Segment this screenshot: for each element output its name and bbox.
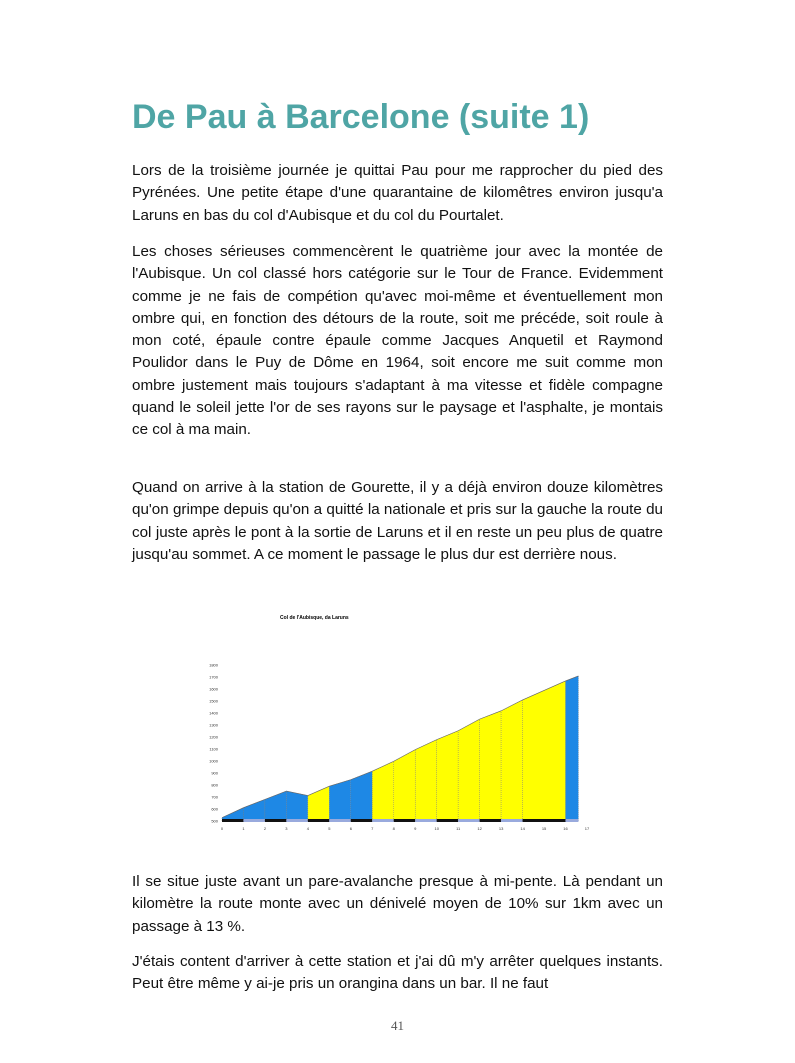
y-tick-label: 1600: [209, 687, 219, 692]
x-tick-label: 0: [221, 826, 224, 831]
x-tick-label: 7: [371, 826, 374, 831]
profile-segment: [415, 739, 437, 822]
profile-segment: [479, 710, 502, 822]
page-title: De Pau à Barcelone (suite 1): [132, 98, 590, 136]
x-tick-label: 9: [414, 826, 417, 831]
km-bar: [307, 819, 330, 822]
x-tick-label: 11: [456, 826, 461, 831]
profile-segment: [329, 779, 352, 822]
km-bar: [501, 819, 523, 822]
km-bar: [565, 819, 579, 822]
y-tick-label: 1300: [209, 723, 219, 728]
km-bar: [243, 819, 265, 822]
x-tick-label: 12: [477, 826, 482, 831]
y-tick-label: 500: [211, 819, 218, 824]
km-bar: [222, 819, 244, 822]
y-tick-label: 1700: [209, 675, 219, 680]
x-tick-label: 1: [242, 826, 245, 831]
y-tick-label: 800: [211, 783, 218, 788]
profile-segment: [243, 799, 266, 822]
km-bar: [393, 819, 416, 822]
profile-segment: [457, 718, 480, 822]
paragraph: Quand on arrive à la station de Gourette…: [132, 479, 663, 563]
y-tick-label: 1400: [209, 711, 219, 716]
x-tick-label: 16: [563, 826, 568, 831]
y-tick-label: 1500: [209, 699, 219, 704]
elevation-profile-chart: Col de l'Aubisque, da Laruns 500 600 700 800…: [209, 615, 590, 831]
y-tick-label: 1000: [209, 759, 219, 764]
profile-segment: [307, 785, 330, 822]
km-bar: [329, 819, 351, 822]
x-tick-label: 6: [350, 826, 353, 831]
paragraph: J'étais content d'arriver à cette statio…: [132, 953, 663, 993]
x-tick-label: 15: [542, 826, 547, 831]
y-tick-label: 1200: [209, 735, 219, 740]
profile-segment: [286, 790, 309, 822]
profile-segment: [372, 760, 394, 822]
km-bar: [350, 819, 373, 822]
x-tick-label: 13: [499, 826, 504, 831]
y-tick-label: 1100: [209, 747, 218, 752]
paragraph: Il se situe juste avant un pare-avalanch…: [132, 873, 663, 935]
profile-segment: [264, 790, 287, 822]
km-bar: [479, 819, 502, 822]
x-tick-label: 14: [520, 826, 525, 831]
km-bar: [436, 819, 459, 822]
chart-title: Col de l'Aubisque, da Laruns: [280, 615, 349, 621]
profile-segment: [522, 680, 566, 822]
profile-segment: [350, 770, 373, 822]
y-tick-label: 1800: [209, 663, 219, 668]
x-tick-label: 17: [585, 826, 590, 831]
y-tick-label: 900: [211, 771, 218, 776]
km-bar: [372, 819, 394, 822]
x-tick-label: 10: [434, 826, 439, 831]
x-tick-label: 4: [307, 826, 310, 831]
x-tick-label: 2: [264, 826, 267, 831]
y-tick-label: 700: [211, 795, 218, 800]
paragraph: Les choses sérieuses commencèrent le qua…: [132, 243, 663, 439]
profile-segment: [500, 699, 523, 822]
profile-segment: [436, 730, 459, 822]
km-bar: [522, 819, 566, 822]
x-tick-label: 5: [328, 826, 331, 831]
profile-segment: [221, 807, 244, 822]
x-tick-label: 3: [285, 826, 288, 831]
profile-segment: [393, 749, 416, 822]
profile-line: [221, 675, 579, 818]
km-bar: [286, 819, 308, 822]
profile-segment: [565, 675, 579, 822]
km-bar: [264, 819, 287, 822]
x-tick-label: 8: [393, 826, 396, 831]
km-bar: [458, 819, 480, 822]
paragraph: Lors de la troisième journée je quittai …: [132, 162, 663, 224]
y-tick-label: 600: [211, 807, 218, 812]
km-bar: [415, 819, 437, 822]
page-number: 41: [391, 1018, 404, 1033]
